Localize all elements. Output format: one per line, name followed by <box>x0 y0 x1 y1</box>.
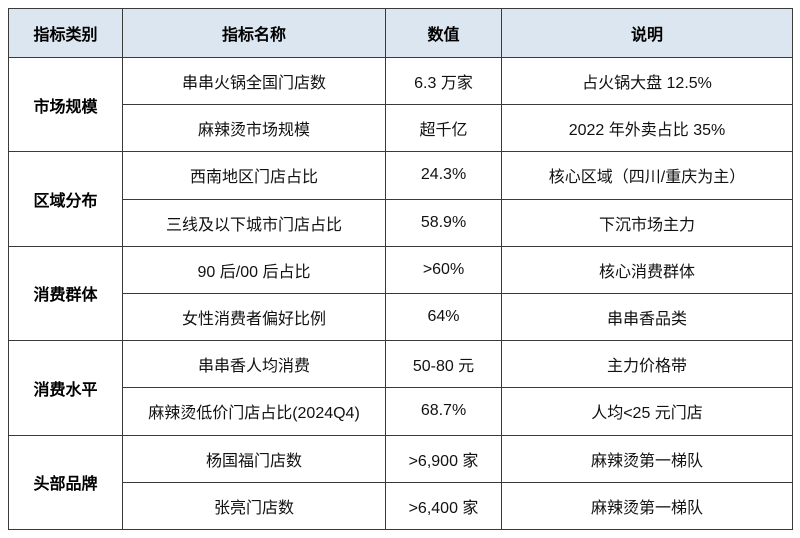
indicator-note-cell: 人均<25 元门店 <box>501 387 793 436</box>
indicator-name-cell: 90 后/00 后占比 <box>122 245 386 294</box>
table-row: 消费水平 串串香人均消费 50-80 元 主力价格带 <box>8 340 793 436</box>
indicator-value-cell: >6,400 家 <box>385 481 502 531</box>
table-row: 消费群体 90 后/00 后占比 >60% 核心消费群体 <box>8 245 793 342</box>
indicator-name-cell: 张亮门店数 <box>122 481 386 531</box>
indicator-name-cell: 麻辣烫低价门店占比(2024Q4) <box>122 387 386 436</box>
indicator-value-cell: 24.3% <box>385 151 502 200</box>
indicator-note-cell: 2022 年外卖占比 35% <box>501 104 793 153</box>
indicator-value-cell: 6.3 万家 <box>385 56 502 106</box>
table-row: 麻辣烫市场规模 超千亿 2022 年外卖占比 35% <box>9 104 793 153</box>
indicator-name-cell: 女性消费者偏好比例 <box>122 292 386 342</box>
table-row: 麻辣烫低价门店占比(2024Q4) 68.7% 人均<25 元门店 <box>9 387 793 436</box>
table-row: 区域分布 西南地区门店占比 24.3% 核心区域（四川/重庆为主） <box>8 151 793 247</box>
indicator-note-cell: 核心消费群体 <box>501 245 793 294</box>
table-header-row: 指标类别 指标名称 数值 说明 <box>8 8 793 58</box>
indicator-name-cell: 串串火锅全国门店数 <box>122 56 386 106</box>
table-row: 三线及以下城市门店占比 58.9% 下沉市场主力 <box>9 198 793 247</box>
indicator-value-cell: 50-80 元 <box>385 340 502 389</box>
indicator-note-cell: 下沉市场主力 <box>501 198 793 247</box>
indicator-value-cell: 58.9% <box>385 198 502 247</box>
table-row: 市场规模 串串火锅全国门店数 6.3 万家 占火锅大盘 12.5% <box>8 56 793 153</box>
indicator-note-cell: 主力价格带 <box>501 340 793 389</box>
indicator-note-cell: 麻辣烫第一梯队 <box>501 481 793 531</box>
indicator-table: 指标类别 指标名称 数值 说明 市场规模 串串火锅全国门店数 6.3 万家 占火… <box>8 8 793 531</box>
table-row: 女性消费者偏好比例 64% 串串香品类 <box>9 292 793 342</box>
indicator-name-cell: 杨国福门店数 <box>122 434 386 483</box>
indicator-value-cell: 64% <box>385 292 502 342</box>
indicator-note-cell: 串串香品类 <box>501 292 793 342</box>
category-cell: 消费群体 <box>8 245 123 342</box>
indicator-note-cell: 麻辣烫第一梯队 <box>501 434 793 483</box>
indicator-name-cell: 三线及以下城市门店占比 <box>122 198 386 247</box>
column-header-note: 说明 <box>501 8 793 58</box>
category-cell: 头部品牌 <box>8 434 123 530</box>
indicator-note-cell: 核心区域（四川/重庆为主） <box>501 151 793 200</box>
table-row: 张亮门店数 >6,400 家 麻辣烫第一梯队 <box>9 481 793 531</box>
indicator-value-cell: 68.7% <box>385 387 502 436</box>
indicator-value-cell: 超千亿 <box>385 104 502 153</box>
table-row: 头部品牌 杨国福门店数 >6,900 家 麻辣烫第一梯队 <box>8 434 793 530</box>
indicator-name-cell: 串串香人均消费 <box>122 340 386 389</box>
column-header-value: 数值 <box>385 8 502 58</box>
category-cell: 消费水平 <box>8 340 123 436</box>
indicator-name-cell: 麻辣烫市场规模 <box>122 104 386 153</box>
indicator-value-cell: >6,900 家 <box>385 434 502 483</box>
indicator-value-cell: >60% <box>385 245 502 294</box>
indicator-name-cell: 西南地区门店占比 <box>122 151 386 200</box>
column-header-name: 指标名称 <box>122 8 386 58</box>
category-cell: 市场规模 <box>8 56 123 153</box>
category-cell: 区域分布 <box>8 151 123 247</box>
indicator-note-cell: 占火锅大盘 12.5% <box>501 56 793 106</box>
column-header-category: 指标类别 <box>8 8 123 58</box>
